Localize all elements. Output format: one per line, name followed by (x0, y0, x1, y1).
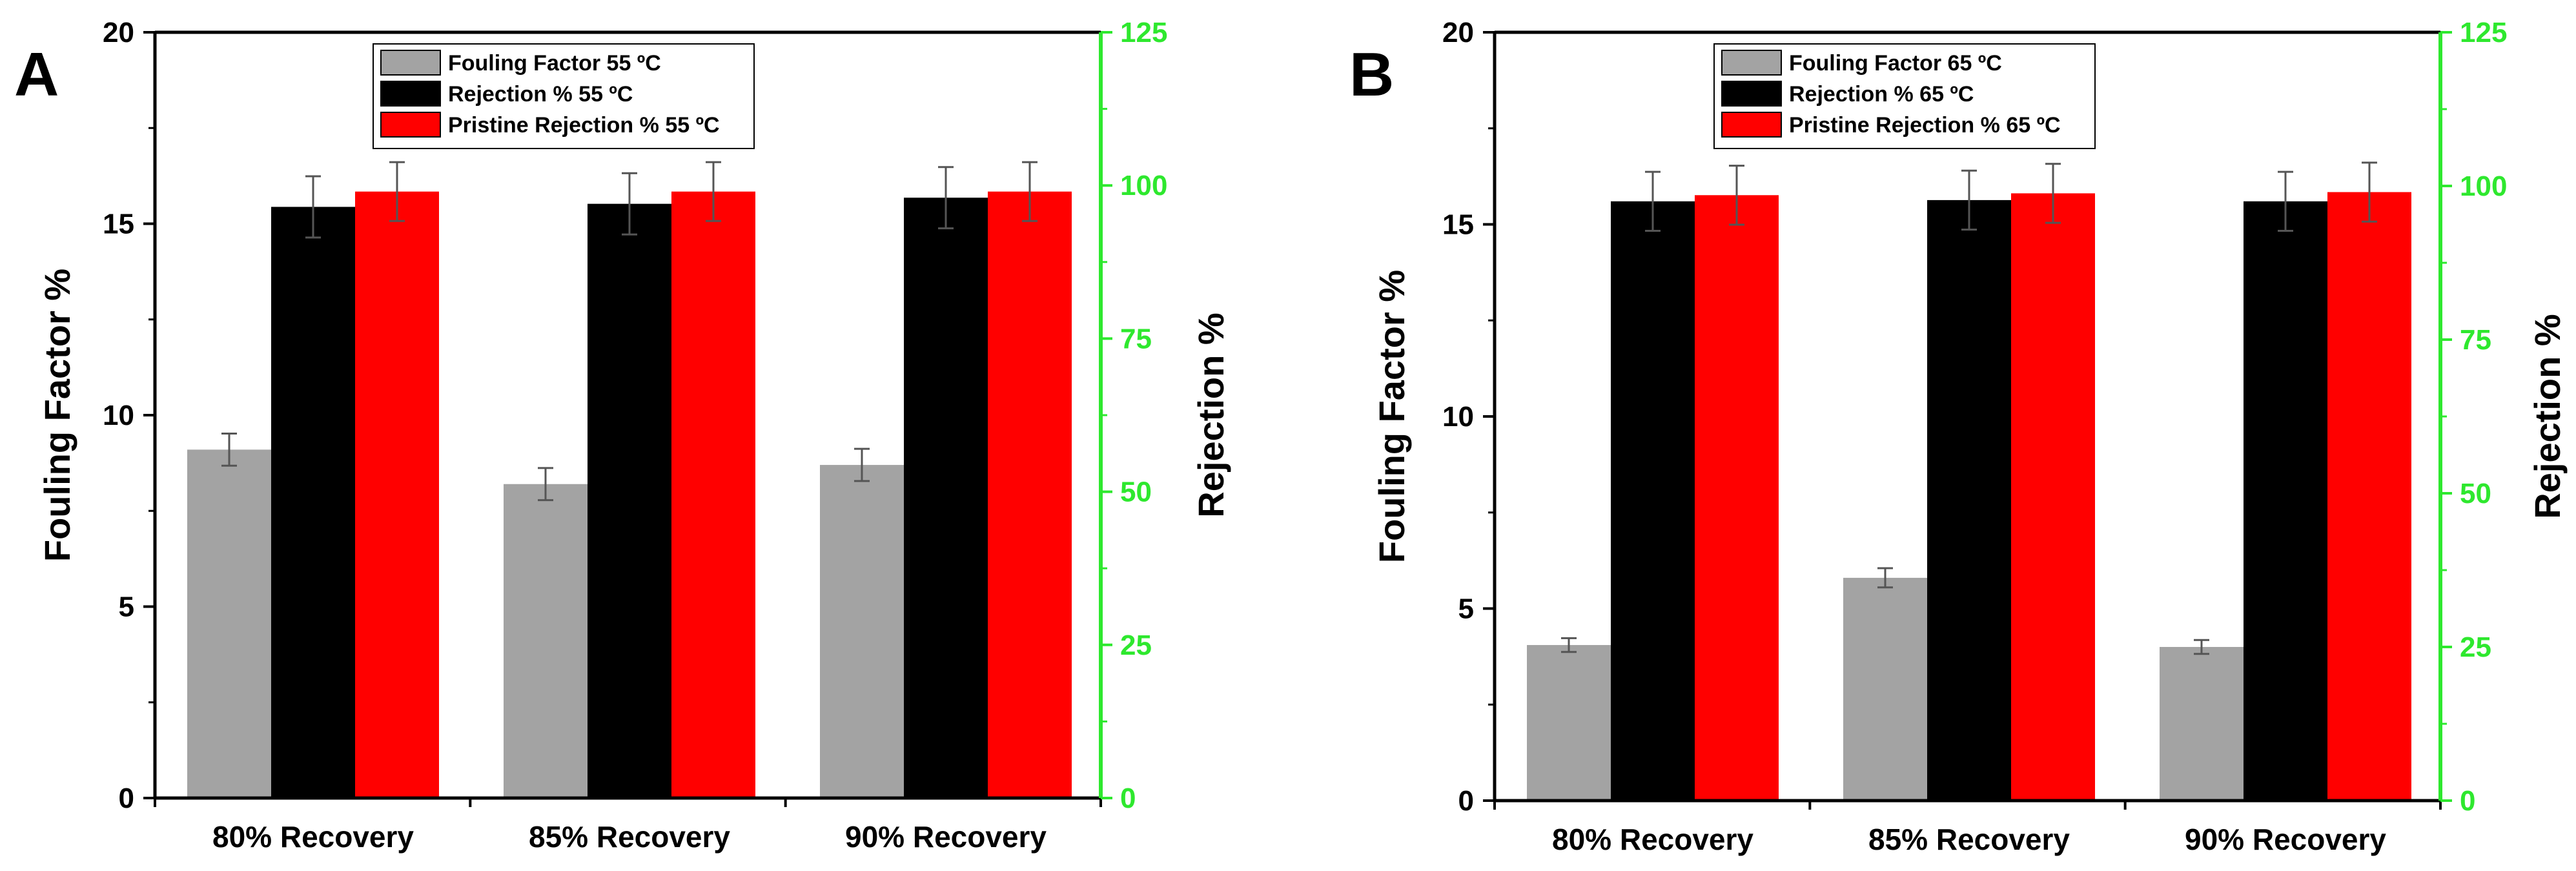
y-tick-label-left-3: 10 (103, 400, 134, 431)
error-bar-fouling-2 (538, 467, 553, 502)
error-bar-rejection-2 (622, 172, 637, 236)
error-bar-rejection-3 (938, 166, 954, 230)
y-tick-label-left-3: 10 (1442, 401, 1474, 433)
y-tick-label-left-1: 0 (119, 783, 134, 814)
panel-letter: A (14, 40, 59, 109)
bar-pristine-2 (671, 191, 755, 798)
y-tick-label-right-3: 50 (1120, 476, 1152, 508)
y-tick-label-right-4: 75 (1120, 323, 1152, 354)
y-tick-label-right-3: 50 (2460, 478, 2491, 509)
bar-rejection-1 (1611, 201, 1695, 801)
category-label-3: 90% Recovery (2185, 823, 2386, 856)
y-tick-label-left-2: 5 (1458, 593, 1474, 625)
bar-fouling-2 (1843, 577, 1927, 801)
y-tick-label-left-4: 15 (103, 209, 134, 240)
legend: Fouling Factor 55 ºC Rejection % 55 ºC Pri… (373, 43, 755, 149)
error-bar-pristine-3 (1022, 161, 1038, 222)
bar-fouling-1 (1527, 645, 1611, 801)
bar-rejection-1 (271, 207, 355, 799)
y-tick-label-right-2: 25 (2460, 631, 2491, 663)
bar-rejection-3 (2244, 201, 2327, 801)
category-label-1: 80% Recovery (1552, 823, 1753, 856)
legend-label-pristine: Pristine Rejection % 55 ºC (448, 113, 720, 138)
panel-a: A 80% Recovery 85% Recovery 90% Recovery 0 5 1… (14, 17, 1231, 854)
error-bar-pristine-1 (1729, 165, 1744, 226)
bar-rejection-2 (588, 203, 671, 798)
error-bar-rejection-1 (305, 175, 321, 239)
bar-fouling-2 (504, 484, 588, 798)
y-tick-label-right-6: 125 (1120, 17, 1167, 48)
error-bar-fouling-2 (1877, 567, 1893, 589)
y-tick-label-left-4: 15 (1442, 209, 1474, 241)
bar-pristine-3 (988, 191, 1072, 798)
panel-b: B 80% Recovery 85% Recovery 90% Recovery 0 5 1… (1349, 17, 2568, 856)
bar-pristine-1 (1695, 195, 1779, 801)
legend-label-fouling: Fouling Factor 55 ºC (448, 51, 661, 76)
bar-pristine-2 (2011, 193, 2095, 801)
error-bar-rejection-2 (1961, 169, 1977, 231)
y-tick-label-left-5: 20 (1442, 17, 1474, 48)
y-tick-label-right-1: 0 (1120, 783, 1136, 814)
category-label-1: 80% Recovery (212, 820, 414, 854)
legend: Fouling Factor 65 ºC Rejection % 65 ºC Pri… (1713, 43, 2096, 149)
y-axis-title-left: Fouling Factor % (37, 269, 77, 562)
legend-swatch-fouling (1721, 50, 1782, 76)
y-axis-title-right: Rejection % (2527, 314, 2568, 518)
bar-fouling-3 (2160, 647, 2244, 801)
bar-pristine-3 (2327, 192, 2411, 801)
bar-fouling-3 (820, 465, 904, 798)
y-tick-label-left-5: 20 (103, 17, 134, 48)
legend-swatch-rejection (380, 81, 441, 107)
y-axis-title-left: Fouling Factor % (1371, 270, 1412, 563)
error-bar-pristine-2 (2045, 163, 2061, 224)
error-bar-fouling-1 (221, 432, 237, 467)
legend-label-rejection: Rejection % 65 ºC (1789, 82, 1974, 107)
legend-swatch-rejection (1721, 81, 1782, 107)
legend-swatch-pristine (380, 112, 441, 138)
error-bar-rejection-1 (1645, 170, 1661, 232)
legend-label-rejection: Rejection % 55 ºC (448, 82, 633, 107)
y-tick-label-right-4: 75 (2460, 324, 2491, 356)
y-tick-label-right-5: 100 (2460, 170, 2507, 202)
error-bar-fouling-1 (1561, 637, 1577, 653)
category-label-3: 90% Recovery (845, 820, 1047, 854)
category-label-2: 85% Recovery (1868, 823, 2070, 856)
error-bar-pristine-1 (389, 161, 405, 222)
legend-swatch-pristine (1721, 112, 1782, 138)
bar-fouling-1 (187, 449, 271, 798)
bar-pristine-1 (355, 191, 439, 798)
bar-rejection-2 (1927, 200, 2011, 801)
error-bar-pristine-3 (2362, 161, 2377, 223)
error-bar-pristine-2 (706, 161, 721, 222)
legend-label-fouling: Fouling Factor 65 ºC (1789, 51, 2002, 76)
panel-letter: B (1349, 40, 1394, 109)
error-bar-fouling-3 (854, 447, 870, 482)
legend-label-pristine: Pristine Rejection % 65 ºC (1789, 113, 2061, 138)
error-bar-fouling-3 (2194, 639, 2209, 655)
y-tick-label-right-1: 0 (2460, 785, 2475, 817)
bar-rejection-3 (904, 198, 988, 798)
y-tick-label-right-6: 125 (2460, 17, 2507, 48)
y-tick-label-right-2: 25 (1120, 630, 1152, 661)
y-tick-label-left-1: 0 (1458, 785, 1474, 817)
y-tick-label-right-5: 100 (1120, 170, 1167, 201)
y-axis-title-right: Rejection % (1191, 313, 1231, 517)
legend-swatch-fouling (380, 50, 441, 76)
error-bar-rejection-3 (2278, 170, 2293, 232)
y-tick-label-left-2: 5 (119, 591, 134, 623)
category-label-2: 85% Recovery (529, 820, 730, 854)
